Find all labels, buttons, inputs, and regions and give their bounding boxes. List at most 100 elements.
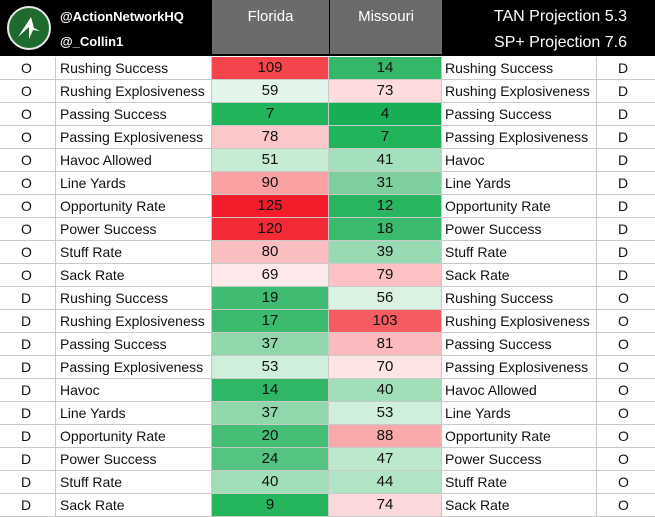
action-network-logo-icon [7, 6, 51, 50]
florida-rank-cell: 24 [212, 448, 329, 470]
florida-rank-cell: 40 [212, 471, 329, 493]
missouri-rank-cell: 31 [329, 172, 442, 194]
metric-right-cell: Rushing Explosiveness [442, 310, 597, 332]
stats-grid: O Rushing Success 109 14 Rushing Success D O Ru… [0, 57, 655, 517]
missouri-rank-cell: 40 [329, 379, 442, 401]
florida-rank-cell: 20 [212, 425, 329, 447]
metric-right-cell: Line Yards [442, 172, 597, 194]
table-row: D Passing Success 37 81 Passing Success O [0, 333, 655, 356]
missouri-rank-cell: 73 [329, 80, 442, 102]
metric-left-cell: Line Yards [56, 172, 212, 194]
metric-left-cell: Passing Explosiveness [56, 356, 212, 378]
team-header-florida: Florida [212, 0, 329, 54]
metric-right-cell: Rushing Success [442, 287, 597, 309]
missouri-rank-cell: 18 [329, 218, 442, 240]
logo-arrow-icon [18, 17, 40, 39]
metric-left-cell: Stuff Rate [56, 241, 212, 263]
table-row: O Opportunity Rate 125 12 Opportunity Rate D [0, 195, 655, 218]
metric-right-cell: Power Success [442, 448, 597, 470]
metric-left-cell: Sack Rate [56, 264, 212, 286]
side-right-cell: O [618, 405, 629, 421]
metric-right-cell: Passing Explosiveness [442, 356, 597, 378]
side-left-cell: D [0, 494, 56, 516]
metric-right-cell: Havoc [442, 149, 597, 171]
side-left-cell: O [0, 218, 56, 240]
metric-right-cell: Line Yards [442, 402, 597, 424]
table-row: D Rushing Explosiveness 17 103 Rushing Explo… [0, 310, 655, 333]
metric-left-cell: Stuff Rate [56, 471, 212, 493]
tan-projection: TAN Projection 5.3 [493, 8, 627, 25]
side-left-cell: D [0, 356, 56, 378]
side-left-cell: D [0, 471, 56, 493]
missouri-rank-cell: 56 [329, 287, 442, 309]
missouri-rank-cell: 14 [329, 57, 442, 79]
metric-right-cell: Rushing Explosiveness [442, 80, 597, 102]
missouri-rank-cell: 4 [329, 103, 442, 125]
metric-right-cell: Havoc Allowed [442, 379, 597, 401]
missouri-rank-cell: 79 [329, 264, 442, 286]
metric-left-cell: Passing Success [56, 103, 212, 125]
side-right-cell: O [618, 290, 629, 306]
metric-left-cell: Passing Success [56, 333, 212, 355]
side-right-cell: O [618, 428, 629, 444]
side-left-cell: O [0, 241, 56, 263]
missouri-rank-cell: 12 [329, 195, 442, 217]
metric-right-cell: Rushing Success [442, 57, 597, 79]
metric-left-cell: Sack Rate [56, 494, 212, 516]
missouri-rank-cell: 81 [329, 333, 442, 355]
metric-right-cell: Passing Explosiveness [442, 126, 597, 148]
metric-right-cell: Opportunity Rate [442, 195, 597, 217]
missouri-rank-cell: 44 [329, 471, 442, 493]
metric-left-cell: Power Success [56, 448, 212, 470]
table-row: O Power Success 120 18 Power Success D [0, 218, 655, 241]
table-row: D Sack Rate 9 74 Sack Rate O [0, 494, 655, 517]
table-row: O Rushing Success 109 14 Rushing Success D [0, 57, 655, 80]
metric-right-cell: Sack Rate [442, 264, 597, 286]
metric-right-cell: Passing Success [442, 333, 597, 355]
metric-right-cell: Stuff Rate [442, 471, 597, 493]
side-left-cell: D [0, 448, 56, 470]
table-row: D Line Yards 37 53 Line Yards O [0, 402, 655, 425]
side-right-cell: O [618, 313, 629, 329]
florida-rank-cell: 7 [212, 103, 329, 125]
side-left-cell: D [0, 379, 56, 401]
table-row: O Line Yards 90 31 Line Yards D [0, 172, 655, 195]
metric-left-cell: Rushing Success [56, 57, 212, 79]
side-right-cell: D [618, 152, 629, 168]
florida-rank-cell: 109 [212, 57, 329, 79]
side-right-cell: D [618, 129, 629, 145]
side-left-cell: O [0, 172, 56, 194]
metric-right-cell: Stuff Rate [442, 241, 597, 263]
florida-rank-cell: 17 [212, 310, 329, 332]
metric-right-cell: Passing Success [442, 103, 597, 125]
side-right-cell: D [618, 106, 629, 122]
metric-left-cell: Havoc Allowed [56, 149, 212, 171]
table-row: D Havoc 14 40 Havoc Allowed O [0, 379, 655, 402]
side-left-cell: D [0, 425, 56, 447]
side-right-cell: O [618, 382, 629, 398]
side-right-cell: D [618, 244, 629, 260]
side-left-cell: O [0, 195, 56, 217]
table-row: D Rushing Success 19 56 Rushing Success O [0, 287, 655, 310]
florida-rank-cell: 80 [212, 241, 329, 263]
side-left-cell: O [0, 126, 56, 148]
side-left-cell: D [0, 333, 56, 355]
missouri-rank-cell: 53 [329, 402, 442, 424]
side-right-cell: O [618, 497, 629, 513]
metric-left-cell: Rushing Explosiveness [56, 310, 212, 332]
table-row: D Opportunity Rate 20 88 Opportunity Rate O [0, 425, 655, 448]
florida-rank-cell: 9 [212, 494, 329, 516]
table-row: O Stuff Rate 80 39 Stuff Rate D [0, 241, 655, 264]
side-left-cell: O [0, 103, 56, 125]
metric-left-cell: Opportunity Rate [56, 425, 212, 447]
table-row: D Stuff Rate 40 44 Stuff Rate O [0, 471, 655, 494]
florida-rank-cell: 37 [212, 402, 329, 424]
side-right-cell: D [618, 198, 629, 214]
florida-rank-cell: 14 [212, 379, 329, 401]
side-left-cell: D [0, 402, 56, 424]
table-row: O Havoc Allowed 51 41 Havoc D [0, 149, 655, 172]
florida-rank-cell: 51 [212, 149, 329, 171]
side-right-cell: D [618, 221, 629, 237]
missouri-rank-cell: 7 [329, 126, 442, 148]
side-left-cell: D [0, 310, 56, 332]
